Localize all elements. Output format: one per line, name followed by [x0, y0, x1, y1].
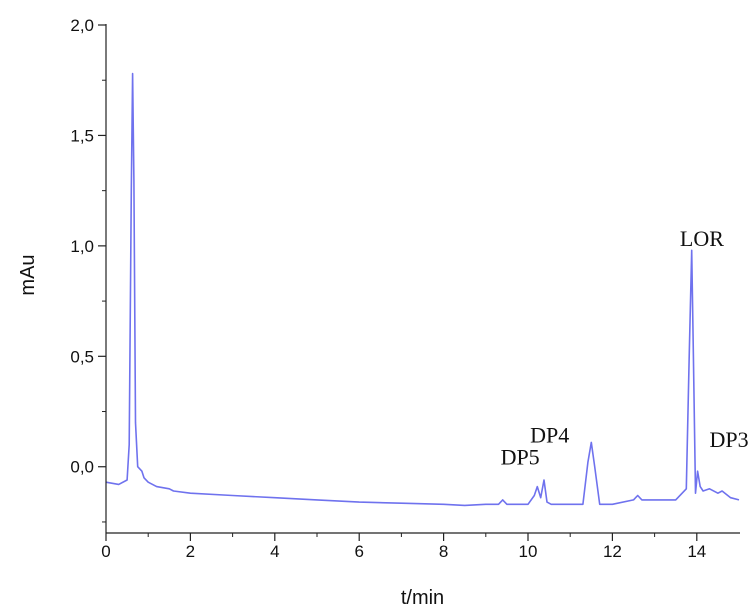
series-layer	[105, 72, 740, 507]
peak-label: DP5	[501, 445, 540, 470]
chromatogram-trace	[105, 72, 740, 507]
x-axis-ticks: 0 2 4 6 8 10 12 14	[101, 533, 706, 561]
peak-label: LOR	[680, 226, 724, 251]
peak-label: DP4	[530, 422, 569, 447]
x-tick-label: 10	[519, 542, 538, 561]
x-tick-label: 0	[101, 542, 110, 561]
x-tick-label: 8	[439, 542, 448, 561]
x-tick-label: 4	[270, 542, 279, 561]
x-tick-label: 2	[186, 542, 195, 561]
y-tick-label: 2,0	[70, 16, 94, 35]
x-tick-label: 12	[603, 542, 622, 561]
x-axis-label: t/min	[401, 587, 444, 609]
y-tick-label: 0,5	[70, 347, 94, 366]
y-tick-label: 1,5	[70, 126, 94, 145]
y-axis-label: mAu	[17, 254, 39, 295]
x-tick-label: 6	[354, 542, 363, 561]
peak-label: DP3	[709, 427, 748, 452]
y-axis-ticks: 0,0 0,5 1,0 1,5 2,0	[70, 16, 106, 523]
x-tick-label: 14	[687, 542, 706, 561]
y-tick-label: 1,0	[70, 237, 94, 256]
y-tick-label: 0,0	[70, 458, 94, 477]
